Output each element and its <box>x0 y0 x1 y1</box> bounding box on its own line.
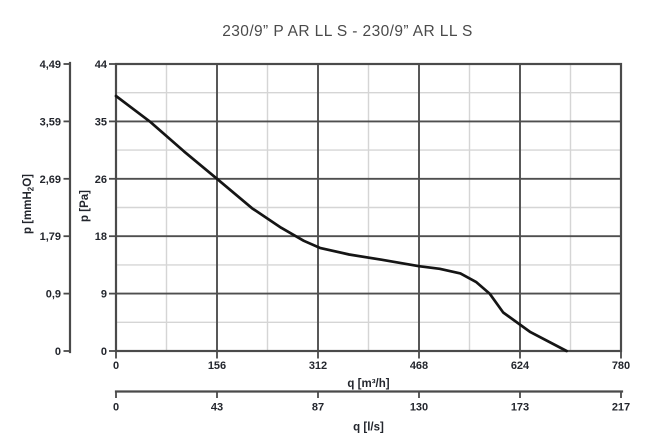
x-primary-axis-label: q [m³/h] <box>347 378 389 390</box>
ls-tick-label: 173 <box>511 402 529 414</box>
pa-tick-label: 26 <box>95 174 107 186</box>
chart-title: 230/9” P AR LL S - 230/9” AR LL S <box>222 23 473 40</box>
performance-curve <box>114 94 568 353</box>
x-secondary-axis-label: q [l/s] <box>353 422 384 434</box>
ls-tick-label: 0 <box>113 402 119 414</box>
y-inner-axis-label: p [Pa] <box>79 190 91 222</box>
m3h-tick-label: 312 <box>309 360 327 372</box>
m3h-tick-label: 780 <box>612 360 630 372</box>
pa-tick-label: 9 <box>101 289 107 301</box>
m3h-tick-label: 156 <box>208 360 226 372</box>
mmh2o-tick-label: 3,59 <box>40 116 61 128</box>
ls-tick-label: 43 <box>211 402 223 414</box>
pa-tick-label: 44 <box>95 59 108 71</box>
m3h-tick-label: 468 <box>410 360 428 372</box>
m3h-tick-label: 0 <box>113 360 119 372</box>
ls-tick-label: 130 <box>410 402 428 414</box>
mmh2o-tick-label: 2,69 <box>40 174 61 186</box>
pa-tick-label: 18 <box>95 231 107 243</box>
y-outer-axis-label: p [mmH2O] <box>22 174 36 234</box>
mmh2o-tick-label: 1,79 <box>40 231 61 243</box>
mmh2o-tick-label: 4,49 <box>40 59 61 71</box>
plot-frame <box>114 62 623 353</box>
m3h-tick-label: 624 <box>511 360 530 372</box>
mmh2o-tick-label: 0 <box>55 346 61 358</box>
pa-tick-label: 0 <box>101 346 107 358</box>
pa-tick-label: 35 <box>95 116 107 128</box>
mmh2o-tick-label: 0,9 <box>46 289 61 301</box>
ls-tick-label: 87 <box>312 402 324 414</box>
ls-tick-label: 217 <box>612 402 630 414</box>
